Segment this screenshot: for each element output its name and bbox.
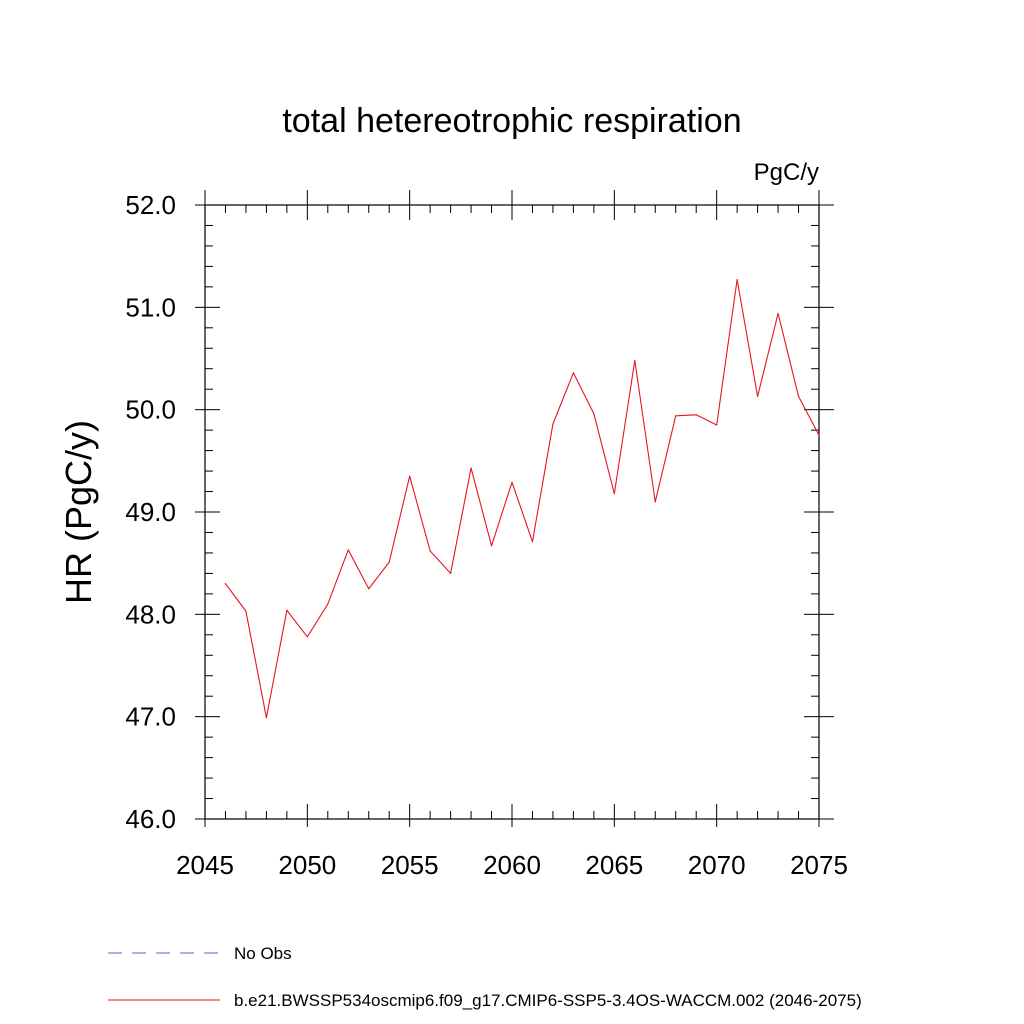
x-tick-label: 2075 — [790, 850, 848, 880]
y-axis-label: HR (PgC/y) — [58, 420, 99, 604]
series-point — [245, 610, 247, 612]
y-tick-label: 51.0 — [125, 292, 176, 322]
series-point — [736, 279, 738, 281]
y-tick-label: 47.0 — [125, 702, 176, 732]
series-point — [634, 359, 636, 362]
legend-label-model: b.e21.BWSSP534oscmip6.f09_g17.CMIP6-SSP5… — [234, 991, 862, 1010]
series-point — [777, 312, 779, 315]
x-tick-label: 2050 — [278, 850, 336, 880]
series-point — [368, 588, 370, 590]
series-point — [286, 609, 288, 611]
plot-frame — [204, 204, 820, 820]
series-point — [531, 541, 534, 543]
series-point — [429, 550, 431, 552]
x-tick-label: 2055 — [381, 850, 439, 880]
series-point — [757, 395, 759, 397]
x-tick-label: 2065 — [585, 850, 643, 880]
series-point — [613, 492, 615, 495]
series-point — [388, 561, 390, 563]
series-point — [470, 467, 472, 469]
y-tick-label: 52.0 — [125, 190, 176, 220]
series-point — [675, 415, 677, 417]
chart-title: total hetereotrophic respiration — [282, 102, 741, 140]
y-tick-label: 49.0 — [125, 497, 176, 527]
series-point — [265, 717, 267, 719]
y-tick-label: 46.0 — [125, 804, 176, 834]
axis-ticks — [195, 190, 834, 827]
series-point — [511, 481, 513, 483]
units-label: PgC/y — [754, 159, 819, 186]
legend: No Obs b.e21.BWSSP534oscmip6.f09_g17.CMI… — [108, 944, 862, 1010]
series-point — [716, 424, 718, 426]
series-point — [797, 395, 800, 397]
y-tick-label: 50.0 — [125, 395, 176, 425]
series-point — [552, 423, 554, 425]
series-point — [327, 603, 329, 605]
y-tick-label: 48.0 — [125, 599, 176, 629]
series-point — [450, 572, 452, 575]
series-point — [593, 413, 595, 415]
axis-tick-labels: 2045 2050 2055 2060 2065 2070 2075 46.0 47.0 48.0… — [125, 190, 848, 880]
series-point — [347, 549, 349, 551]
series-point — [818, 434, 820, 436]
series-point — [409, 475, 411, 477]
x-tick-label: 2045 — [176, 850, 234, 880]
legend-label-no-obs: No Obs — [234, 944, 292, 963]
series-point — [306, 636, 308, 638]
series-point — [224, 583, 227, 585]
series-line — [225, 279, 820, 719]
series-point — [572, 372, 575, 374]
x-tick-label: 2070 — [688, 850, 746, 880]
series-point — [490, 545, 493, 547]
series-layer — [224, 279, 820, 719]
x-tick-label: 2060 — [483, 850, 541, 880]
series-point — [695, 414, 697, 416]
series-point — [654, 501, 656, 503]
